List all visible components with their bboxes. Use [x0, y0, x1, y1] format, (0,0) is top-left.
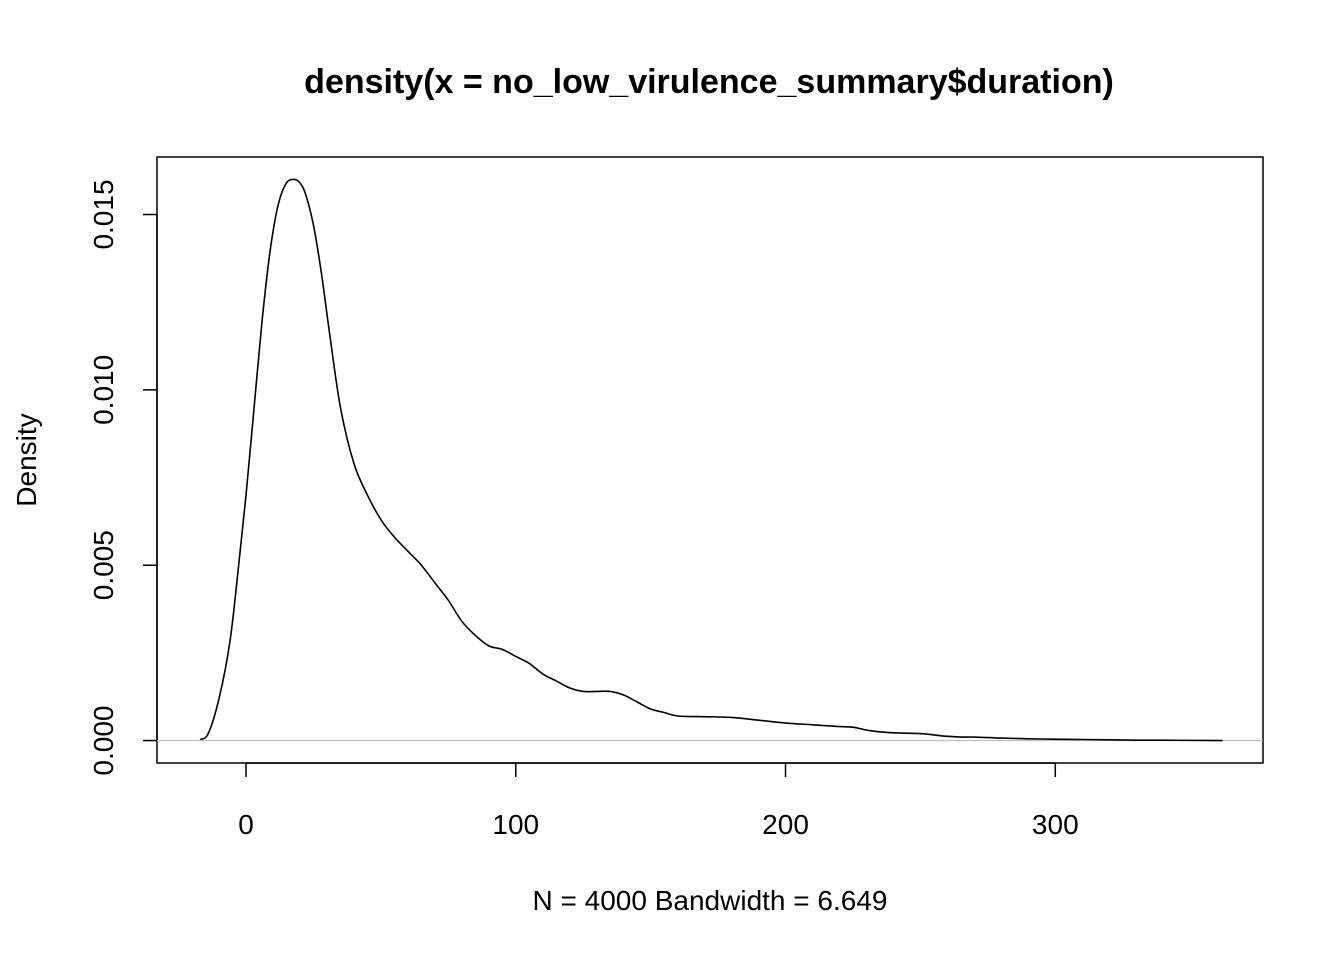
- x-tick-label: 200: [762, 809, 809, 840]
- y-tick-label: 0.000: [88, 706, 119, 776]
- y-axis-label: Density: [11, 413, 42, 506]
- y-tick-label: 0.005: [88, 530, 119, 600]
- x-tick-label: 0: [238, 809, 254, 840]
- density-curve: [199, 178, 1223, 742]
- y-tick-label: 0.015: [88, 179, 119, 249]
- plot-frame: [156, 156, 1264, 764]
- x-tick-label: 100: [492, 809, 539, 840]
- x-tick-label: 300: [1032, 809, 1079, 840]
- y-tick-label: 0.010: [88, 355, 119, 425]
- x-axis: 0 100 200 300: [238, 762, 1079, 840]
- chart-title: density(x = no_low_virulence_summary$dur…: [304, 63, 1114, 101]
- y-axis: 0.000 0.005 0.010 0.015: [88, 179, 158, 776]
- x-axis-label: N = 4000 Bandwidth = 6.649: [533, 885, 888, 916]
